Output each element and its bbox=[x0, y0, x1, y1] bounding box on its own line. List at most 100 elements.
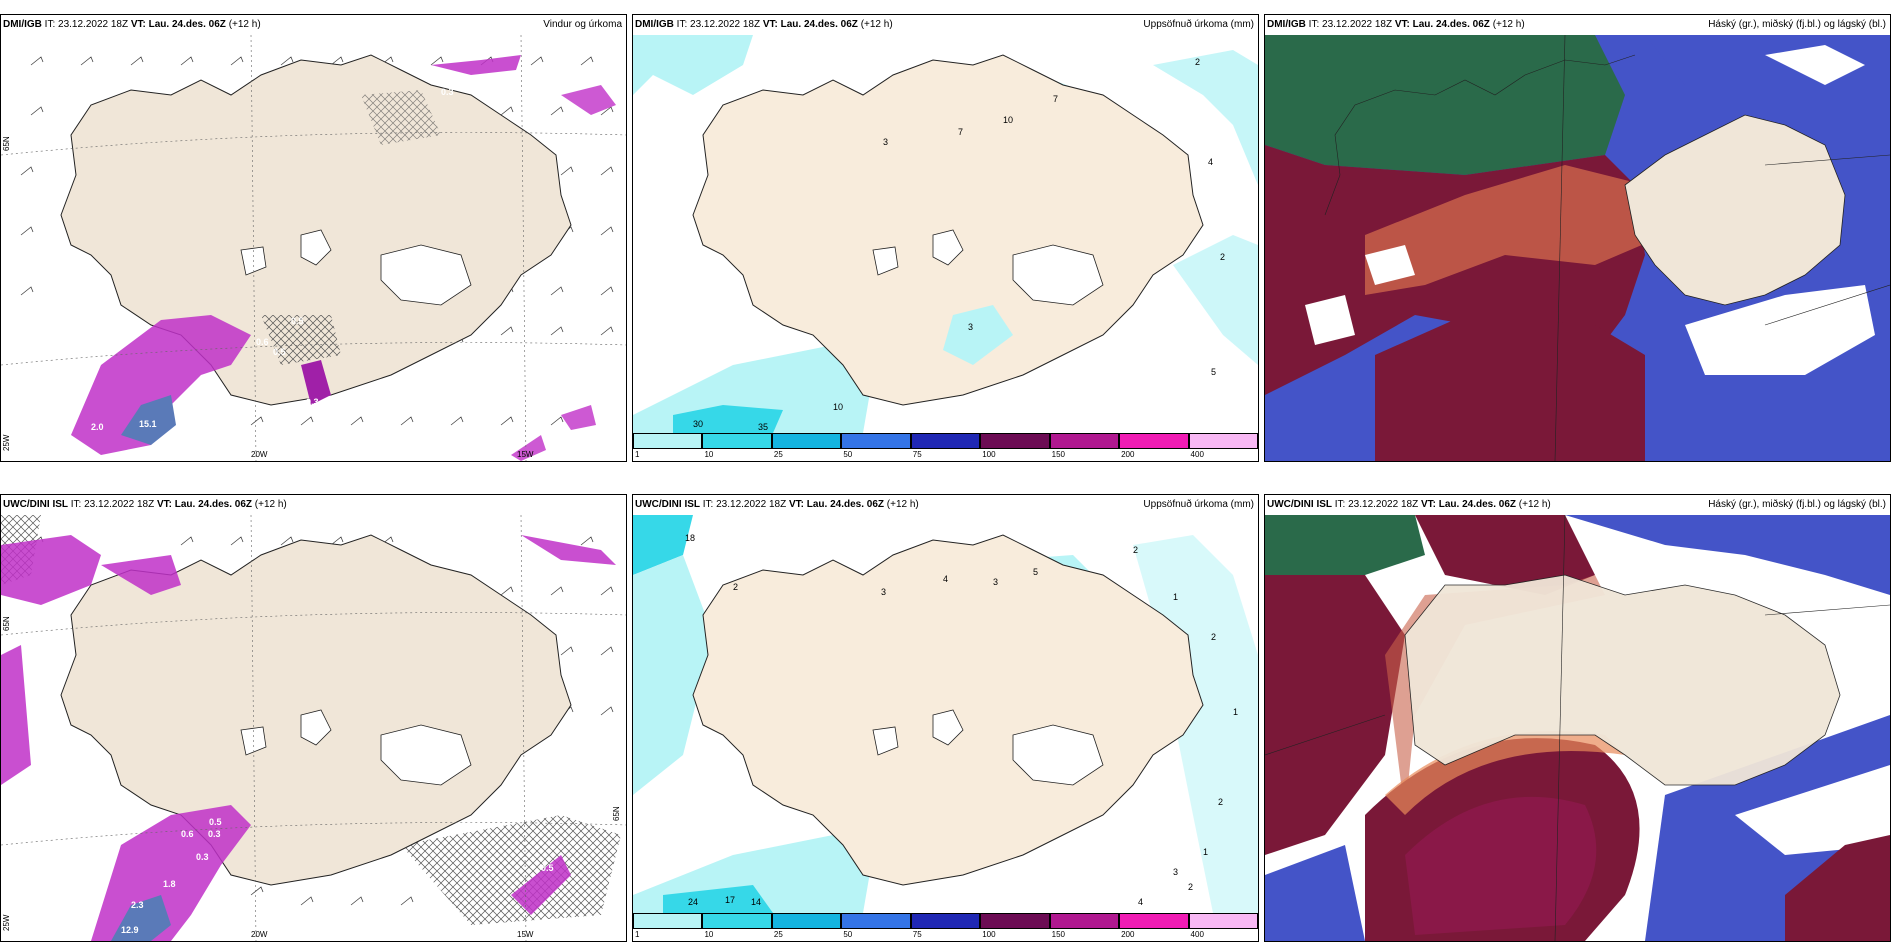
panel-dmi-accum: DMI/IGB IT: 23.12.2022 18Z VT: Lau. 24.d… bbox=[632, 14, 1259, 462]
map-accum-precip: 18 2 3 4 3 5 2 1 2 1 2 1 24 17 14 4 3 2 bbox=[633, 515, 1258, 941]
precip-label: 0.3 bbox=[306, 397, 319, 407]
precip-label: 2.3 bbox=[131, 900, 144, 910]
colorbar-tick: 100 bbox=[982, 930, 996, 939]
precip-value: 3 bbox=[1173, 867, 1178, 877]
precip-value: 2 bbox=[1133, 545, 1138, 555]
colorbar-tick: 25 bbox=[773, 930, 783, 939]
colorbar-swatch bbox=[910, 913, 981, 929]
colorbar-swatch bbox=[910, 433, 981, 449]
panel-dmi-clouds: DMI/IGB IT: 23.12.2022 18Z VT: Lau. 24.d… bbox=[1264, 14, 1891, 462]
precip-value: 10 bbox=[1003, 115, 1013, 125]
it-label: IT: bbox=[1308, 19, 1320, 30]
colorbar-tick: 200 bbox=[1121, 930, 1135, 939]
colorbar-tick: 1 bbox=[635, 450, 640, 459]
precip-label: 9.1 bbox=[201, 405, 214, 415]
precip-value: 17 bbox=[725, 895, 735, 905]
precip-label: 0.3 bbox=[441, 87, 454, 97]
precip-value: 3 bbox=[968, 322, 973, 332]
field-name: Uppsöfnuð úrkoma (mm) bbox=[1143, 19, 1254, 30]
vt-label: VT: bbox=[130, 19, 146, 30]
panel-uwc-clouds: UWC/DINI ISL IT: 23.12.2022 18Z VT: Lau.… bbox=[1264, 494, 1891, 942]
colorbar-tick: 50 bbox=[843, 930, 853, 939]
colorbar-tick: 10 bbox=[704, 930, 714, 939]
colorbar-swatch bbox=[1188, 433, 1258, 449]
precip-value: 7 bbox=[1053, 94, 1058, 104]
precip-label: 0.6 bbox=[256, 337, 269, 347]
lon-label: 25W bbox=[2, 914, 11, 931]
colorbar-swatch bbox=[633, 433, 703, 449]
init-time: 23.12.2022 18Z bbox=[690, 19, 761, 30]
precip-label: 0.9 bbox=[206, 927, 219, 937]
precip-value: 35 bbox=[758, 422, 768, 432]
it-label: IT: bbox=[676, 19, 688, 30]
precip-value: 24 bbox=[688, 897, 698, 907]
precip-label: 0.6 bbox=[181, 829, 194, 839]
colorbar: 1 10 25 50 75 100 150 200 400 bbox=[633, 433, 1258, 461]
precip-value: 1 bbox=[1233, 707, 1238, 717]
lon-label: 15W bbox=[517, 930, 534, 939]
colorbar-swatch bbox=[702, 433, 772, 449]
precip-label: 0.5 bbox=[291, 316, 304, 326]
colorbar-swatch bbox=[633, 913, 703, 929]
colorbar-swatch bbox=[980, 913, 1050, 929]
field-name: Vindur og úrkoma bbox=[543, 19, 622, 30]
valid-time: Lau. 24.des. 06Z bbox=[1412, 19, 1490, 30]
precip-label: 1.8 bbox=[163, 879, 176, 889]
panel-header: UWC/DINI ISL IT: 23.12.2022 18Z VT: Lau.… bbox=[633, 495, 1258, 515]
precip-value: 5 bbox=[1211, 367, 1216, 377]
precip-value: 3 bbox=[993, 577, 998, 587]
precip-value: 2 bbox=[1188, 882, 1193, 892]
init-time: 23.12.2022 18Z bbox=[1322, 19, 1393, 30]
precip-label: 0.3 bbox=[196, 852, 209, 862]
precip-label: 15.1 bbox=[139, 419, 157, 429]
vt-label: VT: bbox=[1394, 19, 1410, 30]
colorbar-swatch bbox=[1119, 913, 1189, 929]
colorbar-tick: 75 bbox=[912, 450, 922, 459]
model-name: DMI/IGB bbox=[3, 19, 42, 30]
panel-header: DMI/IGB IT: 23.12.2022 18Z VT: Lau. 24.d… bbox=[1, 15, 626, 35]
it-label: IT: bbox=[70, 499, 82, 510]
colorbar-tick: 1 bbox=[635, 930, 640, 939]
it-label: IT: bbox=[1334, 499, 1346, 510]
map-wind-precip: 0.5 0.3 0.6 0.3 1.8 2.3 12.9 1.2 0.9 0.5… bbox=[1, 515, 626, 941]
init-time: 23.12.2022 18Z bbox=[84, 499, 155, 510]
vt-label: VT: bbox=[788, 499, 804, 510]
precip-label: 0.5 bbox=[209, 817, 222, 827]
colorbar-tick: 75 bbox=[912, 930, 922, 939]
colorbar-swatch bbox=[1188, 913, 1258, 929]
precip-value: 3 bbox=[883, 137, 888, 147]
lead-time: (+12 h) bbox=[860, 19, 893, 30]
precip-value: 3 bbox=[881, 587, 886, 597]
init-time: 23.12.2022 18Z bbox=[1348, 499, 1419, 510]
wind-barbs bbox=[20, 56, 614, 426]
valid-time: Lau. 24.des. 06Z bbox=[780, 19, 858, 30]
panel-dmi-wind: DMI/IGB IT: 23.12.2022 18Z VT: Lau. 24.d… bbox=[0, 14, 627, 462]
valid-time: Lau. 24.des. 06Z bbox=[1438, 499, 1517, 510]
precip-value: 2 bbox=[1195, 57, 1200, 67]
field-name: Uppsöfnuð úrkoma (mm) bbox=[1143, 499, 1254, 510]
lead-time: (+12 h) bbox=[228, 19, 261, 30]
precip-value: 7 bbox=[958, 127, 963, 137]
precip-areas bbox=[71, 55, 616, 461]
lat-label: 65N bbox=[2, 136, 11, 151]
iceland-land bbox=[692, 54, 1204, 406]
precip-value: 30 bbox=[693, 419, 703, 429]
colorbar-swatch bbox=[841, 433, 911, 449]
precip-label: 12.9 bbox=[121, 925, 139, 935]
model-name: DMI/IGB bbox=[635, 19, 674, 30]
colorbar-tick: 10 bbox=[704, 450, 714, 459]
precip-label: 0.5 bbox=[541, 863, 554, 873]
lead-time: (+12 h) bbox=[1492, 19, 1525, 30]
lon-label: 20W bbox=[251, 450, 268, 459]
map-clouds bbox=[1265, 515, 1890, 941]
precip-value: 2 bbox=[1211, 632, 1216, 642]
colorbar-tick: 400 bbox=[1190, 930, 1204, 939]
colorbar-swatch bbox=[771, 433, 842, 449]
lead-time: (+12 h) bbox=[886, 499, 919, 510]
vt-label: VT: bbox=[1420, 499, 1436, 510]
valid-time: Lau. 24.des. 06Z bbox=[806, 499, 885, 510]
panel-header: DMI/IGB IT: 23.12.2022 18Z VT: Lau. 24.d… bbox=[1265, 15, 1890, 35]
map-clouds bbox=[1265, 35, 1890, 461]
lead-time: (+12 h) bbox=[1518, 499, 1551, 510]
precip-value: 2 bbox=[1218, 797, 1223, 807]
